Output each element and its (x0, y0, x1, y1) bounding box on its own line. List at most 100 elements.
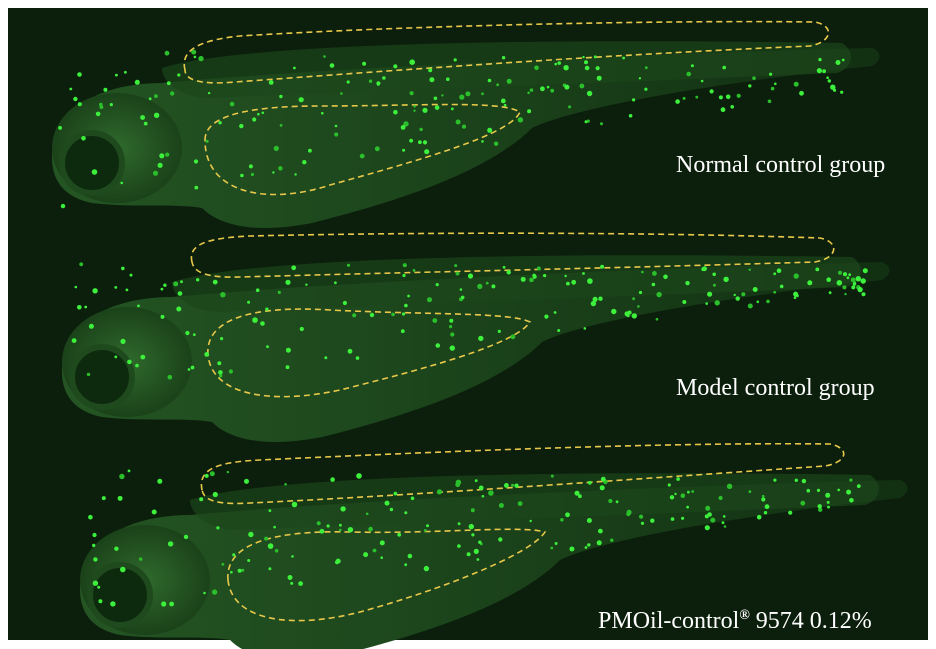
dot (583, 327, 587, 330)
dot (626, 509, 632, 515)
dot (506, 78, 512, 84)
dot (473, 548, 479, 555)
dot (720, 107, 726, 113)
dot (669, 495, 675, 500)
dot (704, 525, 710, 531)
dot (793, 291, 799, 297)
dot (691, 490, 695, 493)
dot (92, 288, 98, 294)
dot (825, 492, 831, 498)
dot (273, 145, 279, 151)
dot (264, 536, 269, 541)
dot (412, 269, 416, 272)
dot (855, 276, 861, 282)
dot (413, 105, 416, 108)
dot (599, 485, 605, 491)
dot (817, 504, 822, 509)
dot (705, 505, 711, 511)
dot (579, 83, 585, 89)
dot (434, 105, 440, 110)
dot (207, 91, 211, 95)
dot (628, 114, 633, 118)
dot (748, 490, 752, 493)
dot (638, 290, 643, 295)
dot (170, 91, 175, 96)
dot (582, 272, 585, 275)
dot (316, 521, 321, 526)
dot (389, 507, 394, 512)
dot (501, 56, 506, 60)
dot (329, 63, 335, 68)
dot (267, 543, 274, 549)
dot (120, 566, 126, 573)
dot (640, 521, 645, 525)
dot (851, 285, 856, 290)
dot (644, 87, 648, 91)
dot (278, 166, 283, 171)
dot (705, 302, 708, 305)
dot (632, 98, 636, 102)
dot (117, 495, 123, 501)
dot (346, 263, 351, 267)
dot (228, 369, 233, 374)
dot (285, 279, 291, 285)
dot (140, 115, 146, 120)
dot (436, 489, 443, 495)
dot (600, 122, 603, 126)
dot (413, 109, 416, 112)
dot (595, 66, 600, 71)
dot (842, 272, 848, 277)
dot (455, 271, 460, 276)
dot (725, 94, 731, 100)
dot (644, 66, 648, 70)
dot (756, 300, 760, 304)
dot (748, 84, 752, 88)
dot (520, 276, 526, 282)
dot (457, 522, 461, 526)
dot (838, 270, 842, 275)
dot (342, 300, 347, 306)
dot (191, 49, 197, 55)
dot (115, 73, 118, 77)
dot (848, 273, 852, 277)
dot (221, 562, 225, 566)
dot (153, 112, 160, 119)
dot (756, 514, 762, 520)
dot (557, 329, 561, 332)
dot (86, 372, 91, 377)
dot (58, 126, 62, 130)
dot (110, 601, 116, 607)
dot (212, 491, 218, 498)
dot (161, 601, 167, 607)
dot (670, 517, 675, 521)
outline-yolk (227, 528, 547, 622)
dot (478, 335, 484, 342)
dot (449, 318, 454, 323)
dot (828, 291, 832, 295)
dot (450, 332, 455, 337)
dot (69, 87, 73, 91)
dot (827, 79, 831, 83)
dot (73, 96, 78, 102)
dot (250, 172, 254, 177)
dot (517, 501, 523, 506)
dot (252, 117, 257, 122)
dot (176, 306, 182, 312)
dot (455, 119, 461, 125)
dot (77, 305, 82, 310)
dot (471, 533, 475, 537)
dot (532, 273, 536, 278)
dot (529, 277, 534, 283)
dot (340, 92, 343, 95)
dot (379, 540, 385, 546)
dot (393, 491, 398, 496)
dot (721, 521, 725, 525)
dot (714, 300, 720, 306)
dot (368, 79, 373, 83)
dot (685, 280, 690, 286)
dot (835, 60, 841, 65)
dot (763, 511, 768, 515)
dot (409, 59, 416, 65)
dot (101, 496, 106, 501)
dot (849, 498, 854, 503)
